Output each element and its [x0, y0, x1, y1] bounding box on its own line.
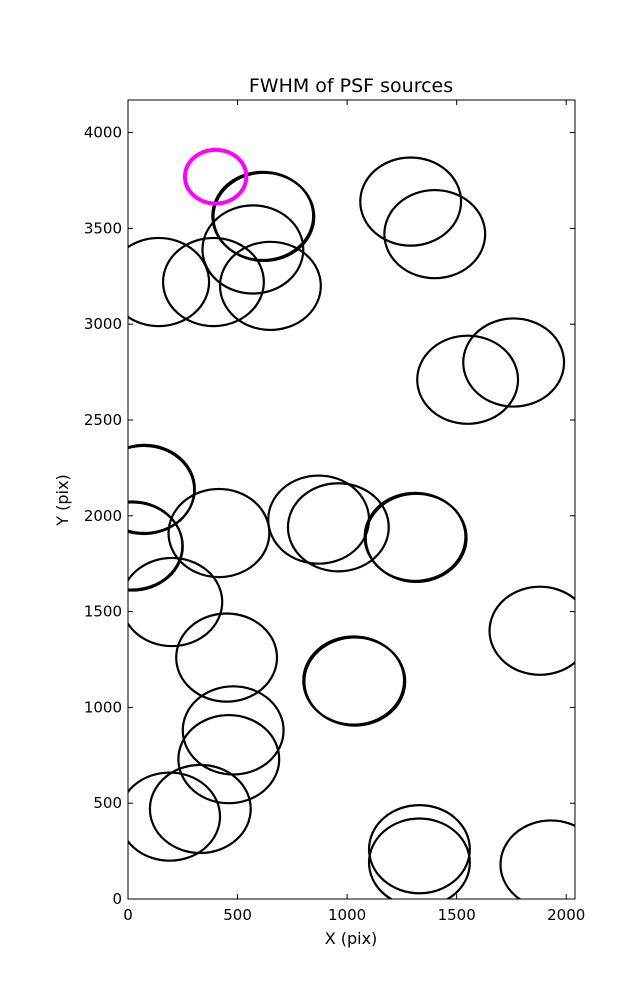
psf-source-circle [177, 713, 281, 805]
chart-title: FWHM of PSF sources [249, 75, 453, 97]
psf-source-circle [128, 444, 196, 536]
psf-source-circle [367, 817, 471, 899]
psf-source-circle [359, 156, 463, 247]
axis-ticks: 0 500 1000 1500 2000 0 500 1000 1500 2000 2500 3000… [84, 100, 585, 924]
y-tick-label: 500 [93, 794, 122, 812]
plot-frame [127, 99, 576, 900]
psf-source-circle [499, 819, 575, 899]
psf-source-circle [128, 500, 184, 591]
psf-source-circle [488, 585, 575, 676]
y-axis-label: Y (pix) [53, 474, 72, 526]
psf-source-circle [367, 804, 471, 895]
y-tick-label: 3000 [84, 315, 122, 333]
psf-source-circle [286, 482, 390, 573]
y-tick-label: 4000 [84, 124, 122, 142]
psf-source-circle [218, 240, 322, 332]
y-tick-label: 1000 [84, 698, 122, 716]
highlight-source-circle [182, 147, 249, 206]
psf-source-circle [128, 236, 211, 328]
x-tick-label: 1500 [438, 906, 476, 924]
psf-source-circle [175, 612, 279, 703]
psf-source-circle [383, 188, 487, 280]
psf-source-circle [201, 204, 305, 295]
psf-source-circle [211, 170, 315, 262]
psf-source-circle [128, 771, 222, 862]
psf-source-circle [416, 334, 520, 425]
psf-source-circle [148, 763, 252, 855]
y-tick-label: 0 [112, 890, 122, 908]
y-tick-label: 3500 [84, 219, 122, 237]
psf-source-circle [462, 317, 566, 408]
markers-layer [128, 147, 575, 899]
x-axis-label: X (pix) [325, 929, 378, 948]
x-tick-label: 500 [223, 906, 252, 924]
y-tick-label: 2500 [84, 411, 122, 429]
psf-source-circle [303, 636, 407, 727]
psf-source-circle [128, 556, 224, 648]
x-tick-label: 0 [123, 906, 133, 924]
y-tick-label: 2000 [84, 507, 122, 525]
psf-source-circle [161, 236, 265, 328]
x-tick-label: 2000 [547, 906, 585, 924]
x-tick-label: 1000 [328, 906, 366, 924]
psf-source-circle [364, 492, 468, 583]
y-tick-label: 1500 [84, 603, 122, 621]
